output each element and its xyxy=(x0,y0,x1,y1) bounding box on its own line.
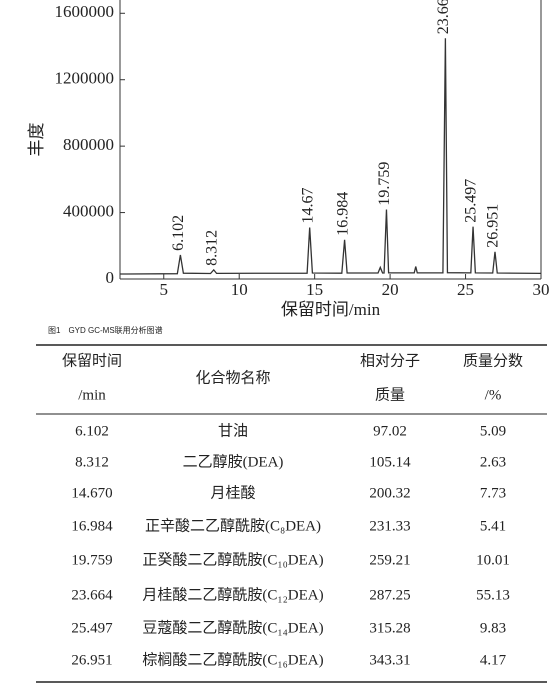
table-cell: 月桂酸 xyxy=(210,484,255,501)
table-cell: 55.13 xyxy=(476,587,510,603)
table-cell: 二乙醇胺(DEA) xyxy=(183,453,284,470)
x-axis-label: 保留时间/min xyxy=(281,300,381,319)
table-cell: 5.09 xyxy=(480,423,506,439)
table-cell: 23.664 xyxy=(71,587,113,603)
table-cell: 4.17 xyxy=(480,652,507,668)
table-header: /min xyxy=(78,387,106,403)
x-tick-label: 20 xyxy=(382,280,399,299)
y-tick-label: 800000 xyxy=(63,135,114,154)
peak-label: 26.951 xyxy=(485,204,502,248)
caption: 图1 GYD GC-MS联用分析图谱 xyxy=(48,325,163,335)
table-cell: 月桂酸二乙醇酰胺(C₁₂DEA) xyxy=(142,586,323,603)
table-cell: 2.63 xyxy=(480,454,506,470)
table-cell: 25.497 xyxy=(71,620,113,636)
table-cell: 棕榈酸二乙醇酰胺(C₁₆DEA) xyxy=(142,651,323,668)
table-cell: 231.33 xyxy=(369,518,410,534)
table-cell: 正癸酸二乙醇酰胺(C₁₀DEA) xyxy=(142,551,323,568)
table-cell: 7.73 xyxy=(480,485,506,501)
y-tick-label: 1200000 xyxy=(55,69,115,88)
table-header: 保留时间 xyxy=(62,352,122,369)
table-cell: 16.984 xyxy=(71,518,113,534)
table-cell: 200.32 xyxy=(369,485,410,501)
x-tick-label: 25 xyxy=(457,280,474,299)
x-tick-label: 10 xyxy=(231,280,248,299)
y-tick-label: 400000 xyxy=(63,201,114,220)
table-cell: 315.28 xyxy=(369,620,410,636)
peak-label: 14.67 xyxy=(299,188,316,224)
table-cell: 豆蔻酸二乙醇酰胺(C₁₄DEA) xyxy=(142,619,323,636)
table-cell: 19.759 xyxy=(71,552,112,568)
y-tick-label: 1600000 xyxy=(55,2,115,21)
y-axis-label: 丰度 xyxy=(27,123,46,157)
table-cell: 287.25 xyxy=(369,587,410,603)
table-header: 质量分数 xyxy=(463,352,523,369)
x-tick-label: 30 xyxy=(533,280,550,299)
table-cell: 正辛酸二乙醇酰胺(C₈DEA) xyxy=(145,517,321,534)
table-cell: 5.41 xyxy=(480,518,506,534)
peak-label: 6.102 xyxy=(170,215,187,251)
table-header: 相对分子 xyxy=(360,352,420,369)
x-tick-label: 15 xyxy=(306,280,323,299)
peak-label: 16.984 xyxy=(334,192,351,236)
table-header: 质量 xyxy=(375,386,405,403)
table-cell: 14.670 xyxy=(71,485,112,501)
x-tick-label: 5 xyxy=(160,280,169,299)
table-cell: 259.21 xyxy=(369,552,410,568)
peak-label: 25.497 xyxy=(463,179,480,223)
peak-label: 8.312 xyxy=(203,230,220,266)
line xyxy=(119,38,542,275)
peak-label: 19.759 xyxy=(376,162,393,206)
table-header: /% xyxy=(485,387,502,403)
y-tick-label: 0 xyxy=(106,268,115,287)
peak-label: 23.664 xyxy=(435,0,452,34)
table-cell: 105.14 xyxy=(369,454,411,470)
table-cell: 6.102 xyxy=(75,423,109,439)
table-header: 化合物名称 xyxy=(195,369,270,386)
table-cell: 10.01 xyxy=(476,552,510,568)
table-cell: 9.83 xyxy=(480,620,506,636)
table-cell: 26.951 xyxy=(71,652,112,668)
table-cell: 343.31 xyxy=(369,652,410,668)
table-cell: 甘油 xyxy=(218,422,248,439)
table-cell: 97.02 xyxy=(373,423,407,439)
table-cell: 8.312 xyxy=(75,454,109,470)
